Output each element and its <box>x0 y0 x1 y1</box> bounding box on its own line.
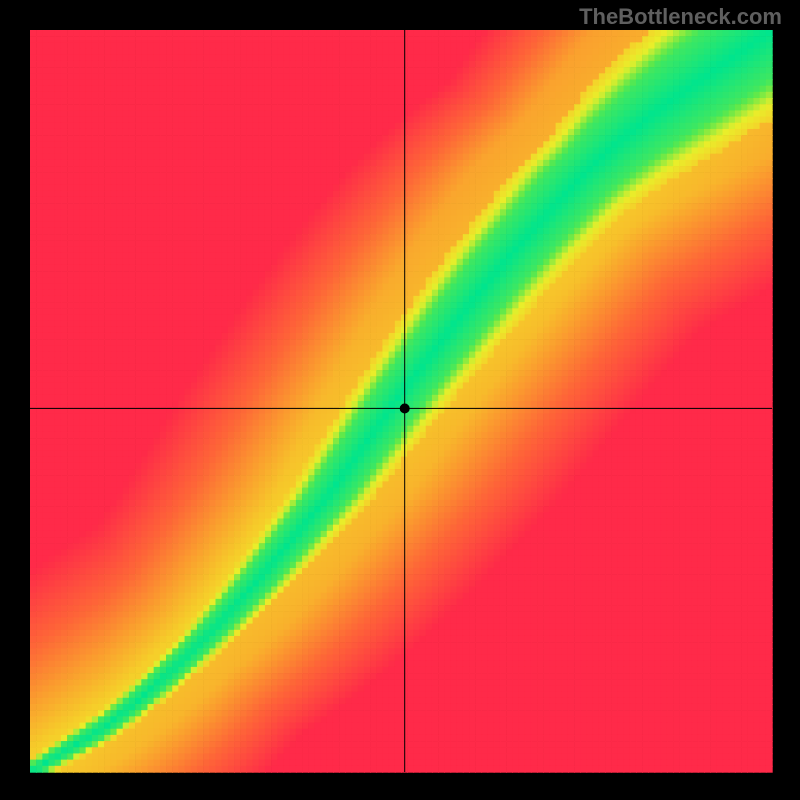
source-watermark: TheBottleneck.com <box>579 4 782 30</box>
chart-wrapper: TheBottleneck.com <box>0 0 800 800</box>
bottleneck-heatmap-canvas <box>0 0 800 800</box>
